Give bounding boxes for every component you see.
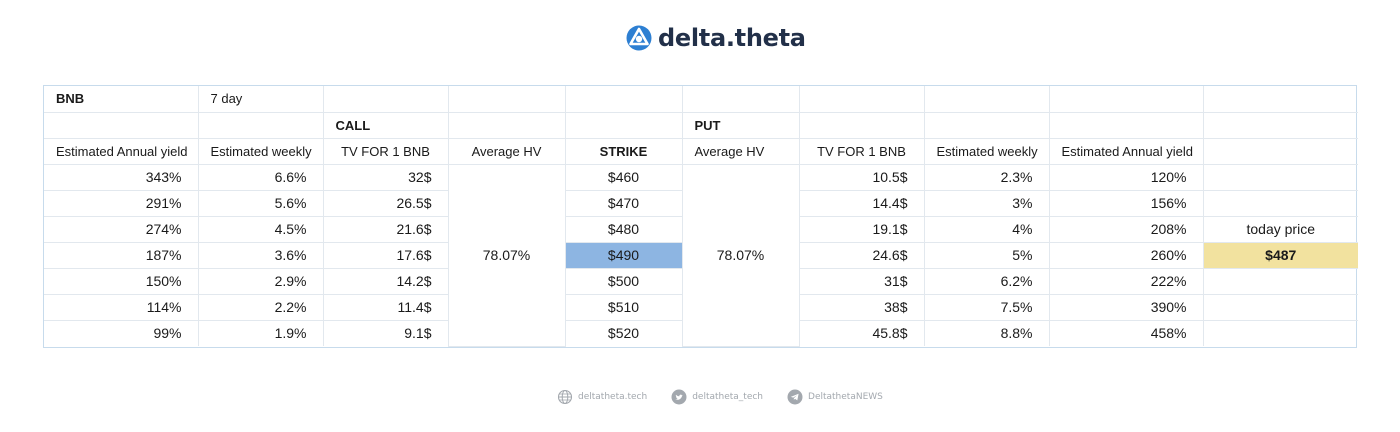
put-tv-cell: 38$ — [799, 294, 925, 321]
today-price-value: $487 — [1203, 242, 1358, 269]
call-tv-cell: 26.5$ — [323, 190, 449, 217]
call-annual-cell: 150% — [44, 268, 199, 295]
put-weekly-cell: 4% — [924, 216, 1050, 243]
twitter-label: deltatheta_tech — [692, 392, 764, 402]
col-header-call-weekly: Estimated weekly — [198, 138, 324, 165]
call-annual-cell: 291% — [44, 190, 199, 217]
put-annual-cell: 208% — [1049, 216, 1204, 243]
call-annual-cell: 274% — [44, 216, 199, 243]
today-price-label: today price — [1203, 216, 1358, 243]
website-link[interactable]: deltatheta.tech — [557, 389, 647, 405]
put-tv-cell: 31$ — [799, 268, 925, 295]
options-yield-table: BNB 7 day CALL PUT Estimated Annual yiel… — [43, 85, 1358, 348]
col-header-put-weekly: Estimated weekly — [924, 138, 1050, 165]
call-weekly-cell: 1.9% — [198, 320, 324, 346]
put-weekly-cell: 3% — [924, 190, 1050, 217]
call-weekly-cell: 3.6% — [198, 242, 324, 269]
call-annual-cell: 187% — [44, 242, 199, 269]
brand-name: delta.theta — [658, 24, 806, 52]
put-tv-cell: 24.6$ — [799, 242, 925, 269]
call-weekly-cell: 5.6% — [198, 190, 324, 217]
call-weekly-cell: 2.2% — [198, 294, 324, 321]
telegram-label: DeltathetaNEWS — [808, 392, 883, 402]
call-annual-cell: 99% — [44, 320, 199, 346]
header-row: Estimated Annual yield Estimated weekly … — [44, 138, 1358, 165]
globe-icon — [557, 389, 573, 405]
table-row: 114% 2.2% 11.4$ $510 38$ 7.5% 390% — [44, 294, 1358, 321]
put-average-hv-cell: 78.07% — [682, 164, 800, 347]
put-annual-cell: 120% — [1049, 164, 1204, 191]
highlighted-strike-cell: $490 — [565, 242, 683, 269]
telegram-link[interactable]: DeltathetaNEWS — [787, 389, 883, 405]
table-row: 291% 5.6% 26.5$ $470 14.4$ 3% 156% — [44, 190, 1358, 217]
call-tv-cell: 14.2$ — [323, 268, 449, 295]
call-weekly-cell: 2.9% — [198, 268, 324, 295]
twitter-link[interactable]: deltatheta_tech — [671, 389, 763, 405]
deltatheta-logo-icon — [626, 25, 652, 51]
col-header-call-hv: Average HV — [448, 138, 566, 165]
call-tv-cell: 9.1$ — [323, 320, 449, 346]
call-annual-cell: 343% — [44, 164, 199, 191]
put-tv-cell: 19.1$ — [799, 216, 925, 243]
call-tv-cell: 17.6$ — [323, 242, 449, 269]
col-header-put-annual: Estimated Annual yield — [1049, 138, 1204, 165]
table-row: 150% 2.9% 14.2$ $500 31$ 6.2% 222% — [44, 268, 1358, 295]
call-average-hv-cell: 78.07% — [448, 164, 566, 347]
put-tv-cell: 14.4$ — [799, 190, 925, 217]
strike-cell: $520 — [565, 320, 683, 346]
footer-links: deltatheta.tech deltatheta_tech Deltathe… — [557, 389, 883, 405]
table-row: 99% 1.9% 9.1$ $520 45.8$ 8.8% 458% — [44, 320, 1358, 346]
brand-header: delta.theta — [626, 23, 806, 53]
table-row: 274% 4.5% 21.6$ $480 19.1$ 4% 208% today… — [44, 216, 1358, 243]
call-tv-cell: 11.4$ — [323, 294, 449, 321]
twitter-icon — [671, 389, 687, 405]
asset-label: BNB — [44, 86, 199, 113]
table-row: CALL PUT — [44, 112, 1358, 139]
col-header-put-hv: Average HV — [682, 138, 800, 165]
put-weekly-cell: 7.5% — [924, 294, 1050, 321]
table-row: BNB 7 day — [44, 86, 1358, 113]
col-header-call-annual: Estimated Annual yield — [44, 138, 199, 165]
put-weekly-cell: 2.3% — [924, 164, 1050, 191]
table-row: 187% 3.6% 17.6$ $490 24.6$ 5% 260% $487 — [44, 242, 1358, 269]
website-label: deltatheta.tech — [578, 392, 648, 402]
col-header-put-tv: TV FOR 1 BNB — [799, 138, 925, 165]
strike-cell: $480 — [565, 216, 683, 243]
call-tv-cell: 32$ — [323, 164, 449, 191]
put-tv-cell: 10.5$ — [799, 164, 925, 191]
put-annual-cell: 156% — [1049, 190, 1204, 217]
call-weekly-cell: 6.6% — [198, 164, 324, 191]
strike-cell: $510 — [565, 294, 683, 321]
put-annual-cell: 458% — [1049, 320, 1204, 346]
strike-cell: $460 — [565, 164, 683, 191]
put-section-label: PUT — [682, 112, 800, 139]
call-tv-cell: 21.6$ — [323, 216, 449, 243]
put-weekly-cell: 6.2% — [924, 268, 1050, 295]
strike-cell: $500 — [565, 268, 683, 295]
call-section-label: CALL — [323, 112, 449, 139]
period-label: 7 day — [198, 86, 324, 113]
strike-cell: $470 — [565, 190, 683, 217]
call-annual-cell: 114% — [44, 294, 199, 321]
put-annual-cell: 260% — [1049, 242, 1204, 269]
col-header-strike: STRIKE — [565, 138, 683, 165]
put-weekly-cell: 8.8% — [924, 320, 1050, 346]
call-weekly-cell: 4.5% — [198, 216, 324, 243]
col-header-call-tv: TV FOR 1 BNB — [323, 138, 449, 165]
put-weekly-cell: 5% — [924, 242, 1050, 269]
table-row: 343% 6.6% 32$ 78.07% $460 78.07% 10.5$ 2… — [44, 164, 1358, 347]
put-tv-cell: 45.8$ — [799, 320, 925, 346]
telegram-icon — [787, 389, 803, 405]
put-annual-cell: 222% — [1049, 268, 1204, 295]
put-annual-cell: 390% — [1049, 294, 1204, 321]
